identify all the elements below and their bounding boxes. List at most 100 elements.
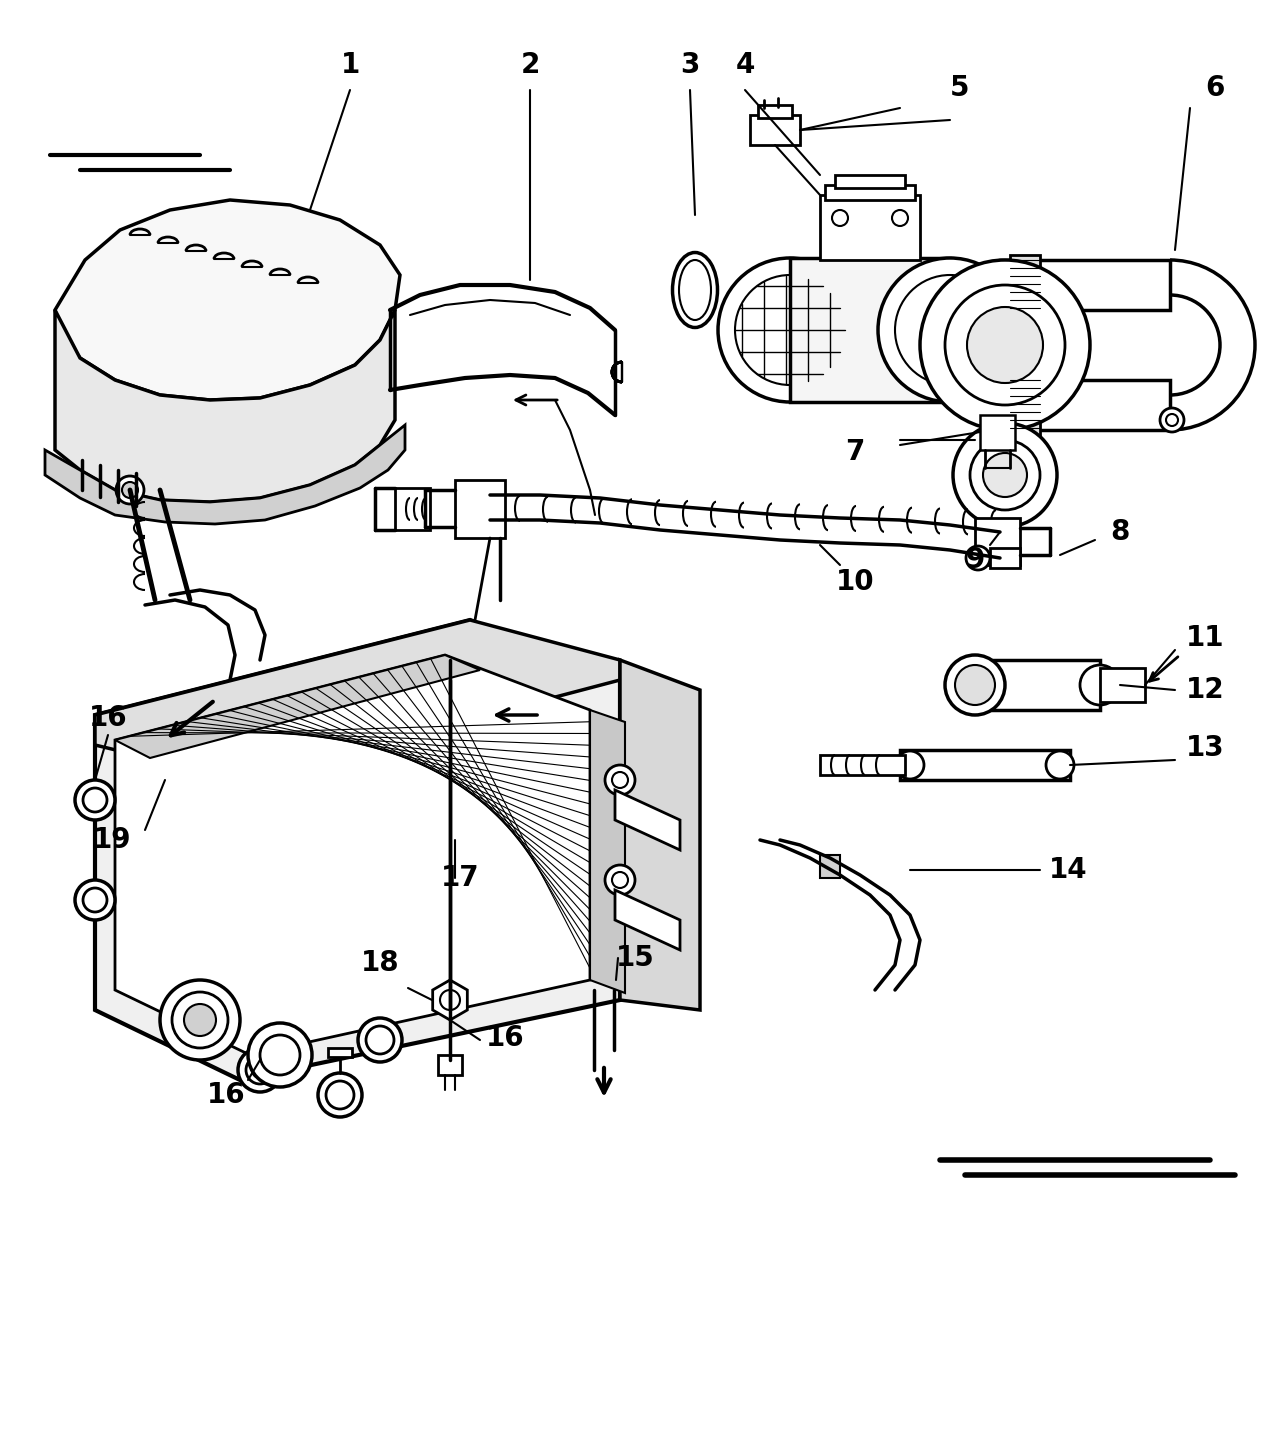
Circle shape bbox=[966, 307, 1043, 383]
Circle shape bbox=[954, 423, 1057, 528]
Circle shape bbox=[440, 990, 460, 1010]
Polygon shape bbox=[55, 310, 396, 502]
Circle shape bbox=[895, 275, 1005, 385]
Polygon shape bbox=[55, 200, 399, 400]
Circle shape bbox=[1160, 408, 1184, 432]
Polygon shape bbox=[115, 655, 590, 1055]
Circle shape bbox=[83, 888, 108, 912]
Circle shape bbox=[184, 1004, 216, 1035]
Text: 1: 1 bbox=[340, 51, 360, 79]
Circle shape bbox=[983, 453, 1027, 498]
Polygon shape bbox=[590, 711, 625, 992]
Polygon shape bbox=[900, 749, 1070, 779]
Circle shape bbox=[878, 257, 1021, 402]
Text: 18: 18 bbox=[361, 950, 399, 977]
Text: 4: 4 bbox=[735, 51, 755, 79]
Polygon shape bbox=[620, 661, 700, 1010]
Circle shape bbox=[326, 1081, 355, 1110]
Text: 12: 12 bbox=[1185, 676, 1224, 704]
Polygon shape bbox=[438, 1055, 462, 1075]
Circle shape bbox=[260, 1035, 300, 1075]
Text: 19: 19 bbox=[92, 827, 132, 854]
Circle shape bbox=[612, 872, 628, 888]
Circle shape bbox=[172, 992, 228, 1048]
Polygon shape bbox=[750, 114, 800, 144]
Circle shape bbox=[238, 1048, 282, 1093]
Circle shape bbox=[920, 260, 1091, 430]
Polygon shape bbox=[614, 789, 680, 849]
Circle shape bbox=[955, 665, 995, 705]
Polygon shape bbox=[826, 184, 915, 200]
Text: 3: 3 bbox=[680, 51, 700, 79]
Circle shape bbox=[832, 210, 849, 226]
Polygon shape bbox=[45, 425, 404, 523]
Polygon shape bbox=[454, 480, 506, 538]
Circle shape bbox=[248, 1022, 312, 1087]
Circle shape bbox=[970, 440, 1039, 511]
Ellipse shape bbox=[678, 260, 710, 320]
Polygon shape bbox=[1000, 260, 1170, 310]
Text: 10: 10 bbox=[836, 568, 874, 596]
Polygon shape bbox=[980, 415, 1015, 450]
Polygon shape bbox=[1010, 375, 1039, 435]
Circle shape bbox=[1046, 751, 1074, 779]
Circle shape bbox=[76, 779, 115, 819]
Circle shape bbox=[252, 1062, 268, 1078]
Text: 11: 11 bbox=[1185, 623, 1224, 652]
Circle shape bbox=[317, 1072, 362, 1117]
Polygon shape bbox=[758, 104, 792, 119]
Polygon shape bbox=[115, 655, 480, 758]
Text: 16: 16 bbox=[485, 1024, 525, 1052]
Polygon shape bbox=[396, 488, 430, 531]
Circle shape bbox=[358, 1018, 402, 1062]
Text: 16: 16 bbox=[88, 704, 127, 732]
Polygon shape bbox=[1100, 668, 1146, 702]
Polygon shape bbox=[820, 755, 905, 775]
Text: 16: 16 bbox=[206, 1081, 246, 1110]
Circle shape bbox=[366, 1025, 394, 1054]
Polygon shape bbox=[614, 889, 680, 950]
Text: 14: 14 bbox=[1048, 857, 1087, 884]
Circle shape bbox=[945, 655, 1005, 715]
Text: 2: 2 bbox=[520, 51, 540, 79]
Polygon shape bbox=[975, 518, 1020, 565]
Circle shape bbox=[83, 788, 108, 812]
Circle shape bbox=[612, 772, 628, 788]
Circle shape bbox=[122, 482, 138, 498]
Circle shape bbox=[160, 980, 241, 1060]
Polygon shape bbox=[975, 661, 1100, 711]
Polygon shape bbox=[1000, 380, 1170, 430]
Polygon shape bbox=[790, 257, 950, 402]
Text: 15: 15 bbox=[616, 944, 654, 972]
Polygon shape bbox=[95, 621, 620, 779]
Ellipse shape bbox=[672, 253, 718, 327]
Polygon shape bbox=[328, 1048, 352, 1057]
Polygon shape bbox=[989, 548, 1020, 568]
Circle shape bbox=[945, 285, 1065, 405]
Polygon shape bbox=[820, 855, 840, 878]
Circle shape bbox=[892, 210, 908, 226]
Polygon shape bbox=[95, 621, 620, 1080]
Text: 9: 9 bbox=[965, 546, 984, 573]
Polygon shape bbox=[820, 194, 920, 260]
Circle shape bbox=[605, 865, 635, 895]
Circle shape bbox=[605, 765, 635, 795]
Text: 13: 13 bbox=[1185, 734, 1224, 762]
Circle shape bbox=[246, 1055, 274, 1084]
Text: 6: 6 bbox=[1206, 74, 1225, 102]
Text: 7: 7 bbox=[845, 438, 865, 466]
Text: 8: 8 bbox=[1110, 518, 1130, 546]
Circle shape bbox=[718, 257, 861, 402]
Circle shape bbox=[116, 476, 145, 503]
Circle shape bbox=[735, 275, 845, 385]
Circle shape bbox=[896, 751, 924, 779]
Circle shape bbox=[1166, 415, 1178, 426]
Circle shape bbox=[76, 879, 115, 919]
Text: 5: 5 bbox=[950, 74, 970, 102]
Circle shape bbox=[966, 546, 989, 571]
Polygon shape bbox=[835, 174, 905, 187]
Polygon shape bbox=[1010, 255, 1039, 315]
Circle shape bbox=[1080, 665, 1120, 705]
Polygon shape bbox=[433, 980, 467, 1020]
Text: 17: 17 bbox=[440, 864, 479, 892]
